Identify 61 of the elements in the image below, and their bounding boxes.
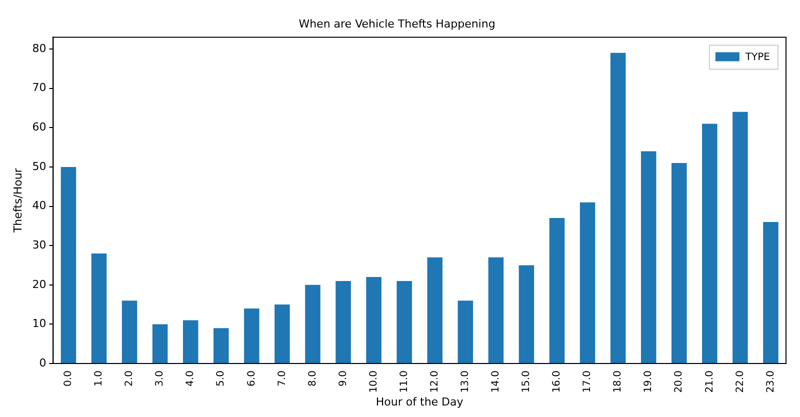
y-tick-label: 0 [39,356,46,370]
bar [274,304,290,364]
x-tick-label: 11.0 [398,370,410,393]
bar [702,124,718,364]
x-tick-label: 23.0 [765,370,776,393]
x-tick-label: 1.0 [94,370,105,386]
chart-title: When are Vehicle Thefts Happening [298,17,496,30]
x-axis-title: Hour of the Day [376,395,464,408]
x-tick-label: 5.0 [216,370,227,386]
bar [458,300,474,364]
bar [305,284,320,364]
x-tick-label: 18.0 [612,370,624,393]
bar [580,202,596,364]
y-tick-label: 60 [32,120,46,134]
x-tick-label: 15.0 [521,370,532,393]
x-tick-label: 3.0 [154,370,166,386]
y-tick-label: 40 [32,199,46,212]
y-tick-label: 70 [32,81,46,94]
x-tick-label: 8.0 [307,370,318,386]
x-tick-label: 12.0 [429,370,440,393]
x-tick-label: 14.0 [490,370,502,393]
bar [763,222,778,364]
bar [672,163,687,364]
bar [427,257,442,364]
x-tick-label: 21.0 [704,370,716,393]
x-tick-label: 9.0 [338,370,349,386]
bar [152,324,168,364]
y-tick-label: 30 [32,238,46,252]
legend-label: TYPE [744,52,770,63]
y-tick-label: 50 [32,160,46,173]
x-tick-label: 19.0 [643,370,654,393]
bar [518,265,534,364]
x-tick-label: 22.0 [734,370,746,393]
bar [396,280,412,364]
x-tick-label: 10.0 [368,370,380,393]
x-tick-label: 16.0 [552,370,563,393]
x-tick-label: 2.0 [124,370,136,386]
x-tick-label: 6.0 [246,370,258,386]
y-tick-label: 20 [32,278,46,291]
bar [366,277,382,364]
bar [122,300,138,364]
bar [640,151,656,364]
x-tick-label: 0.0 [63,370,74,386]
y-tick-label: 10 [32,317,46,330]
x-tick-label: 4.0 [185,370,196,386]
bar [182,320,198,364]
bar [336,280,351,364]
bar [91,253,107,364]
bar [214,328,229,364]
bar [60,166,76,364]
x-tick-label: 13.0 [460,370,471,393]
x-tick-label: 17.0 [582,370,594,393]
x-tick-label: 7.0 [276,370,288,386]
bar [732,112,748,364]
x-tick-label: 20.0 [674,370,685,393]
bar [244,308,260,364]
y-tick-label: 80 [32,42,46,55]
bar [488,257,504,364]
bar [549,218,565,364]
bar [610,52,626,364]
y-axis-title: Thefts/Hour [11,168,24,234]
